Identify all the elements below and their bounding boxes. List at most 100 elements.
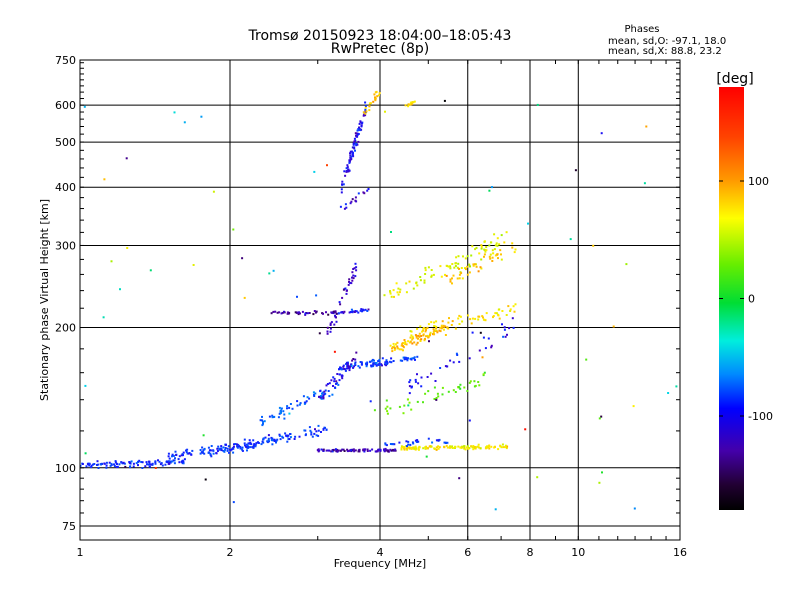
data-point <box>324 426 326 429</box>
data-point <box>439 326 442 329</box>
data-point <box>359 361 362 363</box>
data-point <box>364 308 367 311</box>
data-point <box>354 362 357 365</box>
data-point <box>360 361 363 364</box>
data-point <box>105 464 108 467</box>
data-point <box>369 102 372 105</box>
data-point <box>375 364 378 367</box>
data-point <box>484 250 487 253</box>
data-point <box>241 448 244 451</box>
data-point <box>252 444 255 447</box>
data-point <box>469 380 472 383</box>
data-point <box>409 340 412 343</box>
data-point <box>313 310 316 312</box>
data-point <box>524 428 527 431</box>
data-point <box>402 349 404 352</box>
data-point <box>249 446 252 449</box>
data-point <box>486 446 489 448</box>
data-point <box>392 360 395 362</box>
data-point <box>424 273 427 275</box>
data-point <box>503 328 506 331</box>
data-point <box>444 273 446 276</box>
data-point <box>345 167 348 170</box>
data-point <box>414 380 417 383</box>
data-point <box>88 464 91 467</box>
data-point <box>273 438 276 441</box>
data-point <box>317 434 320 437</box>
data-point <box>449 280 452 283</box>
data-point <box>313 170 316 173</box>
data-point <box>433 321 436 324</box>
data-point <box>177 458 180 461</box>
data-point <box>456 277 459 280</box>
data-point <box>503 326 506 329</box>
data-point <box>352 155 355 158</box>
data-point <box>505 447 508 450</box>
data-point <box>315 294 318 297</box>
data-point <box>494 244 497 247</box>
data-point <box>439 330 442 333</box>
data-point <box>449 267 452 270</box>
data-point <box>124 465 127 468</box>
data-point <box>409 330 412 333</box>
data-point <box>129 465 132 468</box>
data-point <box>481 315 484 318</box>
data-point <box>366 361 369 364</box>
data-point <box>296 295 298 298</box>
data-point <box>315 434 318 437</box>
data-point <box>247 446 250 449</box>
data-point <box>204 478 207 481</box>
data-point <box>358 122 361 125</box>
grid-lines <box>80 60 680 540</box>
data-point <box>420 338 423 341</box>
data-point <box>457 317 460 320</box>
data-point <box>414 378 417 381</box>
data-point <box>466 273 469 276</box>
data-point <box>435 439 438 442</box>
data-point <box>315 310 318 313</box>
data-point <box>400 344 403 347</box>
data-point <box>279 412 282 415</box>
data-point <box>344 203 347 206</box>
data-point <box>115 466 118 468</box>
data-point <box>491 186 493 189</box>
data-point <box>475 265 478 268</box>
data-point <box>449 278 452 281</box>
data-point <box>342 365 345 368</box>
data-point <box>254 445 257 448</box>
data-point <box>96 460 99 463</box>
data-point <box>331 393 334 396</box>
data-point <box>326 330 329 333</box>
data-point <box>501 443 504 446</box>
colorbar-tick-label: -100 <box>748 410 773 423</box>
data-point <box>293 438 296 440</box>
data-points <box>79 90 678 511</box>
data-point <box>454 447 456 449</box>
data-point <box>322 312 324 315</box>
data-point <box>410 408 413 411</box>
data-point <box>330 450 333 453</box>
data-point <box>423 339 426 342</box>
data-point <box>432 328 435 331</box>
data-point <box>257 441 259 444</box>
data-point <box>490 445 493 448</box>
data-point <box>209 449 212 452</box>
data-point <box>354 149 356 152</box>
data-point <box>312 391 315 394</box>
data-point <box>313 395 316 397</box>
data-point <box>417 337 419 340</box>
data-point <box>440 275 443 278</box>
data-point <box>411 357 414 360</box>
data-point <box>400 445 403 448</box>
data-point <box>335 320 338 323</box>
data-point <box>173 459 176 462</box>
data-point <box>413 341 416 344</box>
data-point <box>326 449 329 452</box>
data-point <box>326 326 329 329</box>
data-point <box>339 205 342 208</box>
data-point <box>311 435 314 438</box>
data-point <box>347 168 350 171</box>
data-point <box>435 325 438 328</box>
data-point <box>224 447 227 449</box>
data-point <box>435 446 438 449</box>
